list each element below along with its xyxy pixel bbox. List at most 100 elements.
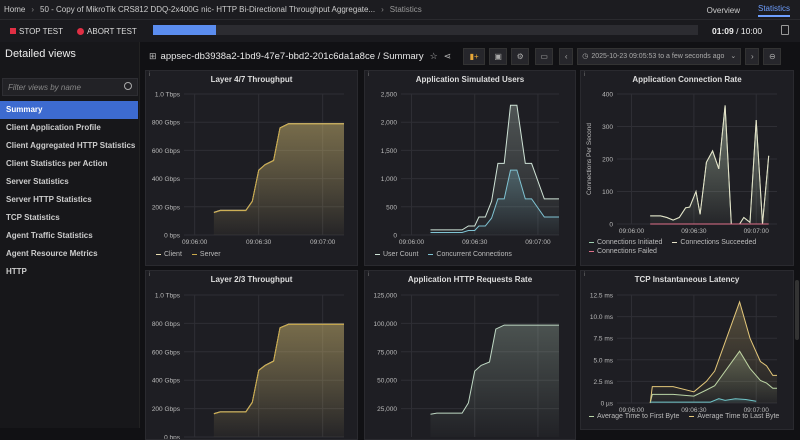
sidebar-item[interactable]: Agent Resource Metrics	[0, 245, 138, 263]
sidebar-item[interactable]: Client Application Profile	[0, 119, 138, 137]
series-area	[214, 124, 344, 235]
zoom-out-button[interactable]: ⊖	[763, 48, 781, 65]
legend-label: Connections Failed	[597, 248, 657, 255]
x-tick-label: 09:06:00	[619, 228, 645, 235]
legend-label: Concurrent Connections	[436, 251, 512, 258]
legend-label: Average Time to Last Byte	[697, 413, 779, 420]
stop-test-button[interactable]: STOP TEST	[10, 27, 63, 36]
x-tick-label: 09:07:00	[310, 239, 336, 246]
y-axis-label: Connections Per Second	[586, 123, 593, 195]
time-back-button[interactable]: ‹	[559, 48, 573, 65]
time-range-picker[interactable]: ◷2025-10-23 09:05:53 to a few seconds ag…	[577, 48, 741, 65]
save-icon[interactable]	[781, 25, 789, 35]
sidebar-item[interactable]: Server HTTP Statistics	[0, 191, 138, 209]
clock-icon: ◷	[582, 52, 588, 60]
test-timer: 01:09 / 10:00	[712, 26, 762, 36]
sidebar-item[interactable]: HTTP	[0, 263, 138, 281]
x-tick-label: 09:06:30	[681, 228, 707, 235]
sidebar-item[interactable]: Agent Traffic Statistics	[0, 227, 138, 245]
add-panel-button[interactable]: ▮+	[463, 48, 485, 65]
breadcrumb-current: Statistics	[390, 5, 422, 14]
y-tick-label: 100	[602, 189, 613, 196]
sidebar-item[interactable]: TCP Statistics	[0, 209, 138, 227]
filter-views-input[interactable]: Filter views by name	[2, 78, 138, 96]
share-icon[interactable]: ⋖	[444, 51, 452, 62]
search-icon[interactable]	[124, 82, 132, 90]
legend-item[interactable]: Concurrent Connections	[428, 251, 512, 258]
chart-legend: Client Server	[156, 251, 357, 258]
legend-swatch	[375, 254, 380, 255]
test-progress-bar	[153, 25, 698, 35]
tab-statistics[interactable]: Statistics	[758, 4, 790, 17]
add-panel-icon: ▮+	[470, 52, 479, 61]
y-tick-label: 125,000	[374, 293, 398, 300]
legend-item[interactable]: Average Time to First Byte	[589, 413, 679, 420]
legend-item[interactable]: Connections Initiated	[589, 239, 662, 246]
sidebar: Detailed views Filter views by name Summ…	[0, 42, 140, 428]
y-tick-label: 300	[602, 124, 613, 131]
legend-item[interactable]: Connections Failed	[589, 248, 657, 255]
y-tick-label: 400	[602, 92, 613, 99]
y-tick-label: 0	[393, 233, 397, 240]
legend-item[interactable]: Average Time to Last Byte	[689, 413, 779, 420]
elapsed-time: 01:09	[712, 26, 734, 36]
legend-label: Average Time to First Byte	[597, 413, 679, 420]
x-tick-label: 09:07:00	[525, 239, 551, 246]
y-tick-label: 50,000	[377, 378, 397, 385]
y-tick-label: 400 Gbps	[152, 176, 181, 183]
legend-label: Client	[164, 251, 182, 258]
y-tick-label: 600 Gbps	[152, 148, 181, 155]
sidebar-item[interactable]: Client Statistics per Action	[0, 155, 138, 173]
legend-item[interactable]: Server	[192, 251, 221, 258]
series-area	[430, 325, 559, 437]
star-icon[interactable]: ☆	[430, 51, 438, 62]
chevron-right-icon: ›	[381, 5, 384, 14]
save-dashboard-button[interactable]: ▣	[489, 48, 507, 65]
legend-item[interactable]: User Count	[375, 251, 418, 258]
tv-mode-button[interactable]: ▭	[535, 48, 553, 65]
legend-item[interactable]: Connections Succeeded	[672, 239, 756, 246]
chart-legend: Connections Initiated Connections Succeed…	[589, 239, 791, 255]
legend-swatch	[672, 242, 677, 243]
y-tick-label: 0 µs	[601, 401, 614, 408]
abort-test-label: ABORT TEST	[87, 27, 137, 36]
save-icon: ▣	[494, 52, 502, 61]
sidebar-item[interactable]: Server Statistics	[0, 173, 138, 191]
legend-label: Server	[200, 251, 221, 258]
x-tick-label: 09:06:00	[399, 239, 425, 246]
tab-overview[interactable]: Overview	[707, 6, 740, 15]
y-tick-label: 2,000	[381, 120, 398, 127]
time-range-label: 2025-10-23 09:05:53 to a few seconds ago	[591, 53, 724, 60]
abort-test-button[interactable]: ABORT TEST	[77, 27, 137, 36]
legend-swatch	[192, 254, 197, 255]
y-tick-label: 1,000	[381, 176, 398, 183]
chart-legend: Average Time to First Byte Average Time t…	[589, 413, 791, 420]
y-tick-label: 12.5 ms	[590, 293, 614, 300]
breadcrumb-test[interactable]: 50 - Copy of MikroTik CRS812 DDQ-2x400G …	[40, 5, 375, 14]
time-forward-button[interactable]: ›	[745, 48, 759, 65]
scrollbar[interactable]	[795, 280, 799, 340]
x-tick-label: 09:06:30	[246, 239, 272, 246]
test-toolbar: STOP TEST ABORT TEST 01:09 / 10:00	[0, 20, 800, 42]
stop-test-label: STOP TEST	[19, 27, 63, 36]
x-tick-label: 09:06:00	[182, 239, 208, 246]
breadcrumb-home[interactable]: Home	[4, 5, 25, 14]
sidebar-item[interactable]: Summary	[0, 101, 138, 119]
x-tick-label: 09:06:30	[462, 239, 488, 246]
sidebar-item[interactable]: Client Aggregated HTTP Statistics	[0, 137, 138, 155]
y-tick-label: 5.0 ms	[593, 357, 613, 364]
y-tick-label: 0 bps	[164, 233, 181, 240]
settings-button[interactable]: ⚙	[511, 48, 529, 65]
legend-item[interactable]: Client	[156, 251, 182, 258]
chevron-left-icon: ‹	[565, 52, 568, 61]
